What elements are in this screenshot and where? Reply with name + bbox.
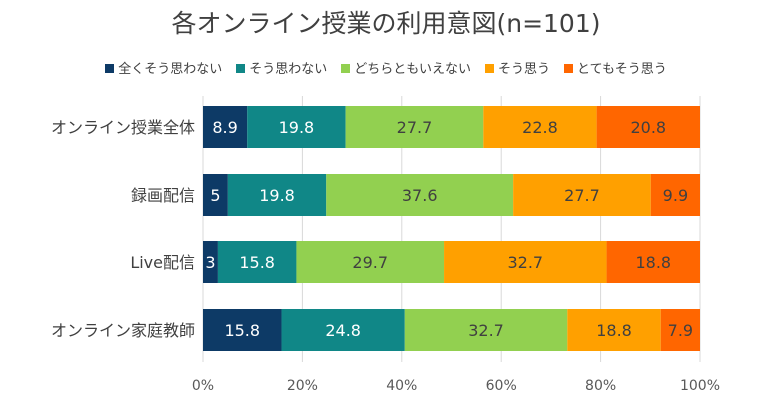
bar-segment <box>217 241 297 283</box>
data-label: 5 <box>210 186 220 205</box>
bar-segment <box>606 241 700 283</box>
legend-item-0: 全くそう思わない <box>105 58 222 77</box>
data-label: 18.8 <box>635 253 671 272</box>
category-label: オンライン家庭教師 <box>51 321 195 340</box>
legend-label: 全くそう思わない <box>118 62 223 77</box>
bar-segment <box>404 309 568 351</box>
data-label: 9.9 <box>663 186 688 205</box>
bar-segment <box>203 309 282 351</box>
legend-label: どちらともいえない <box>354 62 472 77</box>
data-label: 3 <box>205 253 215 272</box>
chart-title: 各オンライン授業の利用意図(n=101) <box>171 9 601 38</box>
bar-segment <box>444 241 607 283</box>
data-label: 18.8 <box>596 321 632 340</box>
legend-swatch <box>341 64 351 73</box>
bar-segment <box>203 241 218 283</box>
category-label: オンライン授業全体 <box>51 118 195 137</box>
data-label: 22.8 <box>522 118 558 137</box>
x-tick-label: 60% <box>486 378 517 394</box>
bar-segment <box>296 241 445 283</box>
legend: 全くそう思わない そう思わない どちらともいえない そう思う とてもそう思う <box>0 58 772 77</box>
data-label: 20.8 <box>630 118 666 137</box>
legend-item-1: そう思わない <box>236 58 327 77</box>
x-tick-label: 0% <box>192 378 214 394</box>
bar-segment <box>596 106 700 148</box>
category-label: 録画配信 <box>131 186 195 205</box>
bar-segment <box>203 106 248 148</box>
bar-segment <box>203 174 228 216</box>
data-label: 19.8 <box>259 186 295 205</box>
legend-swatch <box>236 64 246 73</box>
x-tick-label: 20% <box>287 378 318 394</box>
data-label: 37.6 <box>402 186 438 205</box>
legend-label: とてもそう思う <box>577 62 667 77</box>
x-tick-label: 100% <box>680 378 720 394</box>
legend-item-4: とてもそう思う <box>564 58 667 77</box>
data-label: 29.7 <box>352 253 388 272</box>
data-label: 8.9 <box>212 118 237 137</box>
category-label: Live配信 <box>130 253 195 272</box>
bar-segment <box>567 309 661 351</box>
legend-item-2: どちらともいえない <box>341 58 471 77</box>
data-label: 15.8 <box>224 321 260 340</box>
data-label: 19.8 <box>279 118 315 137</box>
data-label: 27.7 <box>397 118 433 137</box>
bar-segment <box>227 174 327 216</box>
bar-segment <box>483 106 597 148</box>
bar-segment <box>281 309 405 351</box>
legend-swatch <box>564 64 574 73</box>
data-label: 15.8 <box>239 253 275 272</box>
data-label: 24.8 <box>325 321 361 340</box>
legend-swatch <box>105 64 115 73</box>
legend-label: そう思う <box>498 62 551 77</box>
x-tick-label: 40% <box>386 378 417 394</box>
bar-segment <box>326 174 514 216</box>
legend-swatch <box>485 64 495 73</box>
legend-label: そう思わない <box>249 62 328 77</box>
data-label: 32.7 <box>507 253 543 272</box>
bar-segment <box>247 106 346 148</box>
data-label: 7.9 <box>668 321 693 340</box>
data-label: 27.7 <box>564 186 600 205</box>
data-label: 32.7 <box>468 321 504 340</box>
bar-segment <box>345 106 484 148</box>
bar-segment <box>650 174 700 216</box>
bar-segment <box>660 309 700 351</box>
legend-item-3: そう思う <box>485 58 550 77</box>
x-tick-label: 80% <box>585 378 616 394</box>
bar-segment <box>513 174 651 216</box>
